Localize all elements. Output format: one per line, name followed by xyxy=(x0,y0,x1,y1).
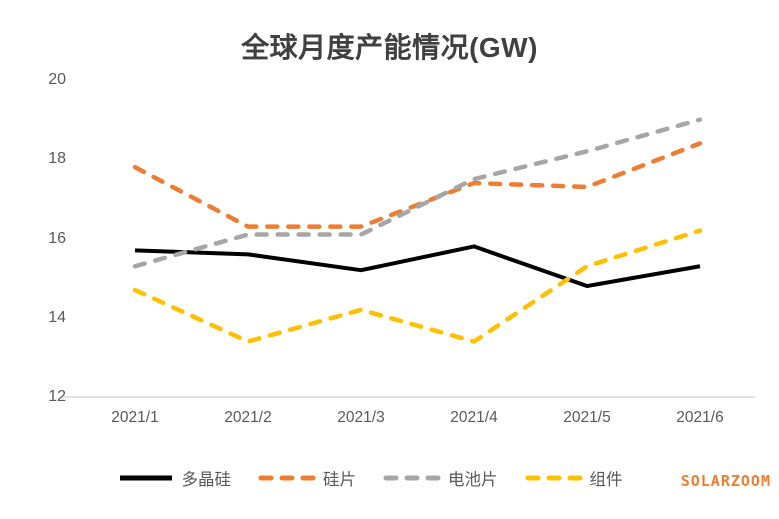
legend-item-cell: 电池片 xyxy=(383,466,498,490)
y-axis-tick-label: 14 xyxy=(48,308,66,326)
x-axis-tick-label: 2021/3 xyxy=(337,409,385,426)
legend-swatch-wafer xyxy=(258,475,316,481)
chart-title: 全球月度产能情况(GW) xyxy=(241,32,538,63)
x-axis-tick-label: 2021/4 xyxy=(450,409,498,426)
series-line-polysilicon xyxy=(134,244,701,289)
x-axis-tick-label: 2021/2 xyxy=(224,409,272,426)
legend-label-cell: 电池片 xyxy=(448,471,498,489)
legend-item-polysilicon: 多晶硅 xyxy=(117,466,232,490)
series-line-wafer xyxy=(132,141,703,229)
legend-label-wafer: 硅片 xyxy=(323,471,356,489)
y-axis-tick-label: 18 xyxy=(48,150,66,168)
legend-swatch-polysilicon xyxy=(119,475,172,481)
legend: 多晶硅 硅片 电池片 组件 xyxy=(0,464,739,492)
x-axis-tick-label: 2021/6 xyxy=(676,409,724,426)
legend-item-wafer: 硅片 xyxy=(258,466,356,490)
x-axis-tick-label: 2021/5 xyxy=(563,409,611,426)
y-axis-tick-label: 12 xyxy=(48,388,66,405)
y-axis-tick-label: 20 xyxy=(48,71,66,88)
y-axis-tick-label: 16 xyxy=(48,229,66,247)
watermark-logo: SOLARZOOM xyxy=(680,472,771,490)
legend-swatch-module xyxy=(525,475,582,481)
series-line-cell xyxy=(132,117,703,269)
legend-item-module: 组件 xyxy=(525,466,623,490)
legend-swatch-cell xyxy=(383,475,441,481)
series-line-module xyxy=(132,228,703,344)
legend-label-polysilicon: 多晶硅 xyxy=(181,471,232,489)
legend-label-module: 组件 xyxy=(589,471,623,489)
x-axis-tick-label: 2021/1 xyxy=(111,409,159,426)
